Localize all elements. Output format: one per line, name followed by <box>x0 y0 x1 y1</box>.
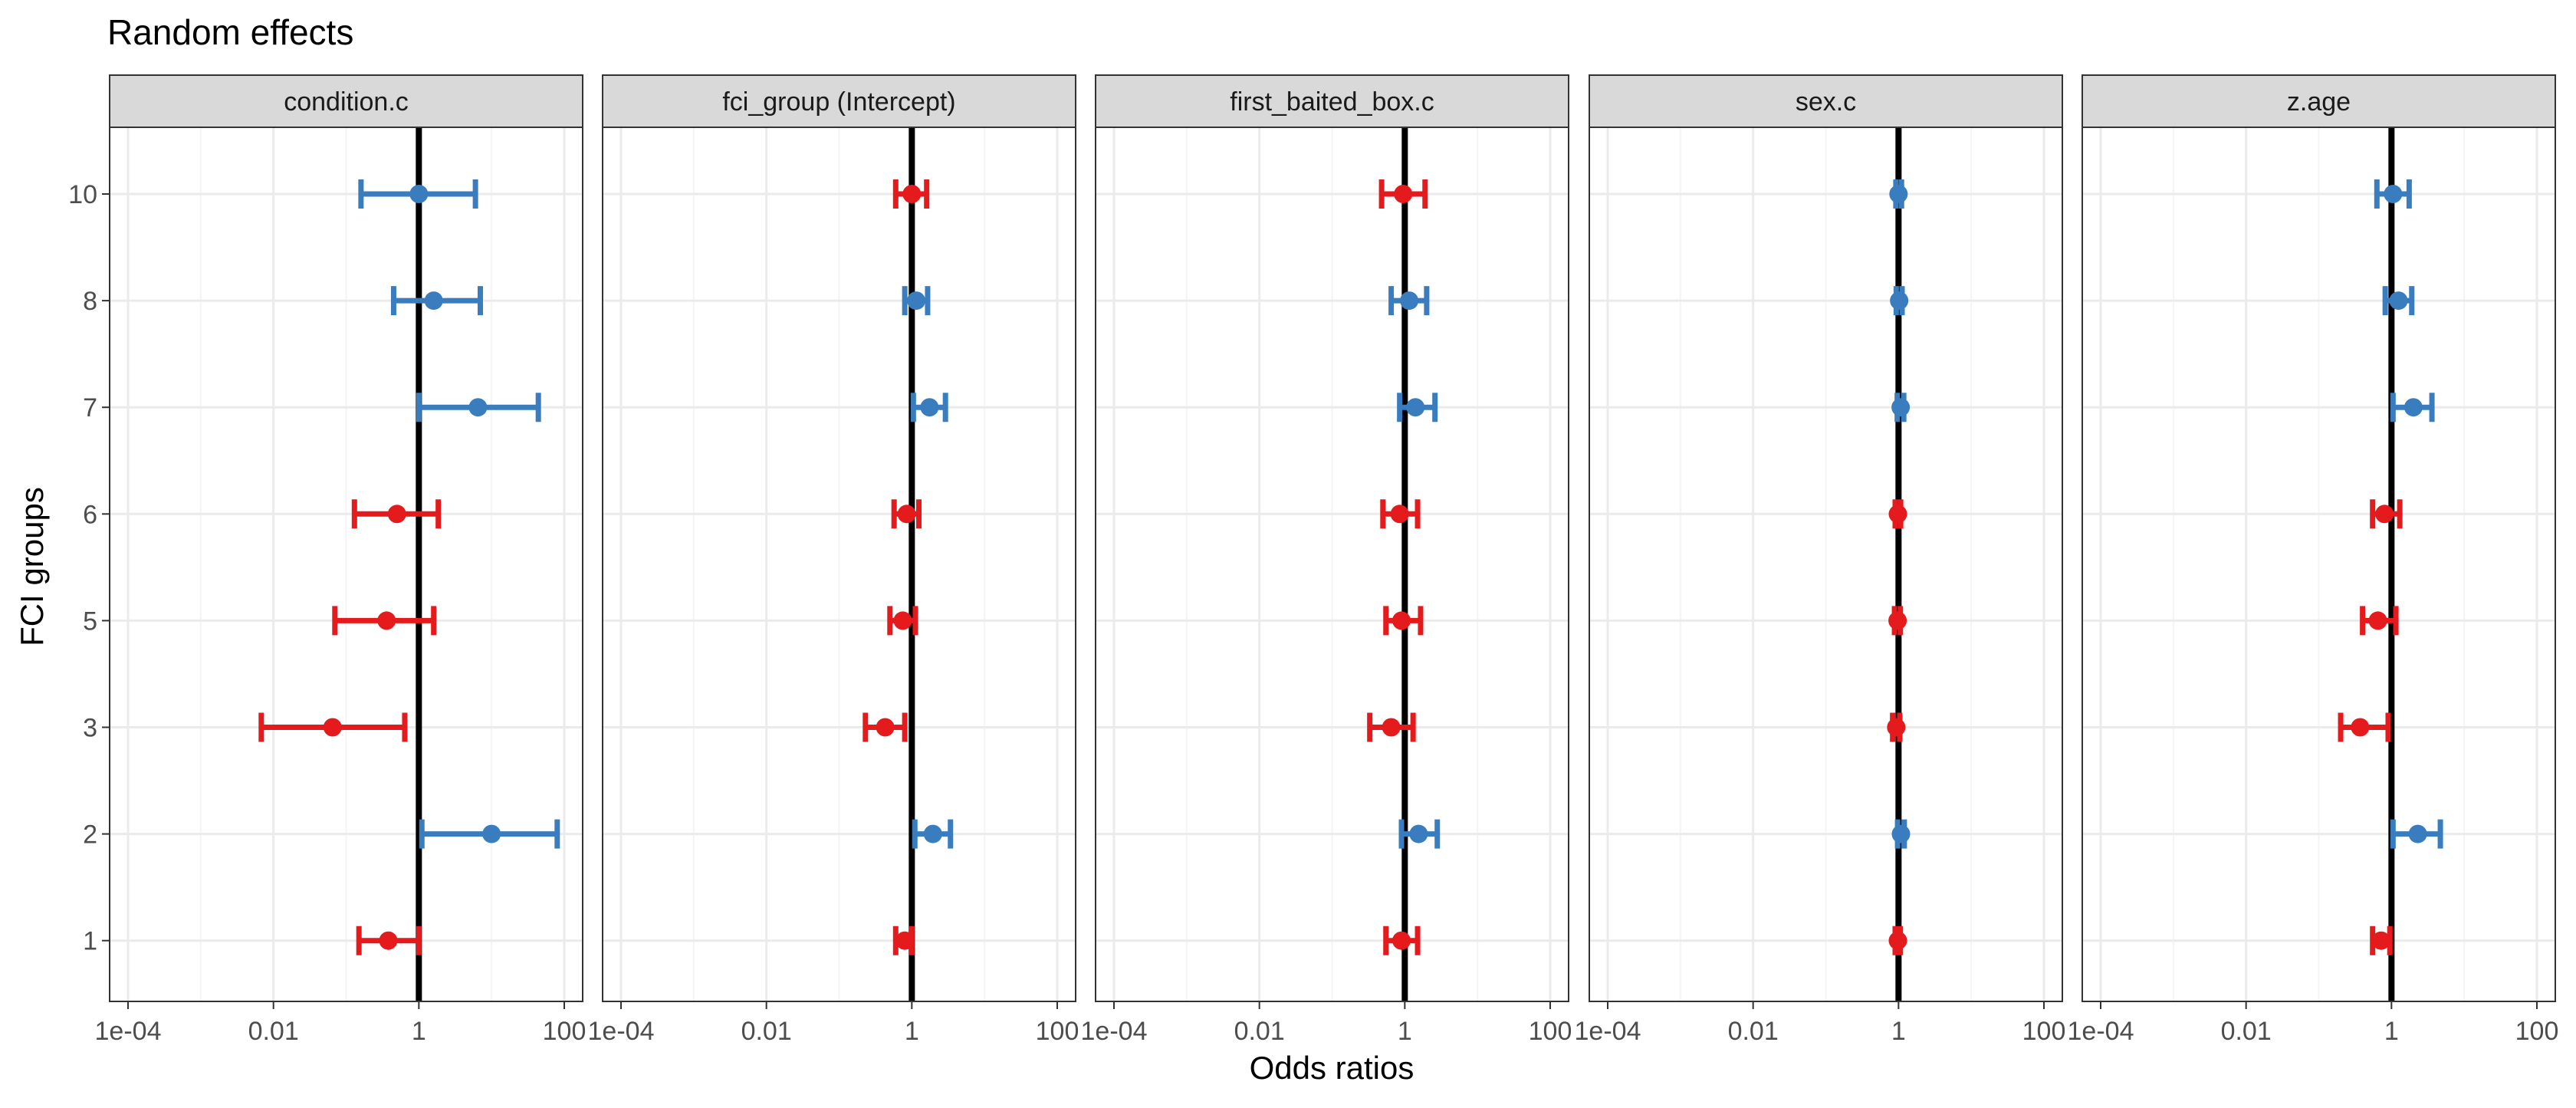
x-tick-label: 100 <box>2515 1017 2559 1046</box>
odds-ratio-point <box>1392 611 1411 630</box>
odds-ratio-point <box>2368 611 2387 630</box>
y-tick-label-6: 6 <box>83 500 97 529</box>
y-tick-label-7: 7 <box>83 393 97 422</box>
y-axis-label: FCI groups <box>14 487 50 646</box>
x-tick-label: 1 <box>905 1017 919 1046</box>
odds-ratio-point <box>482 824 501 843</box>
x-tick-label: 1 <box>1891 1017 1906 1046</box>
x-tick-label: 0.01 <box>1234 1017 1285 1046</box>
facet-strip-label: sex.c <box>1796 87 1856 117</box>
odds-ratio-point <box>893 611 912 630</box>
odds-ratio-point <box>424 291 443 311</box>
y-tick-label-3: 3 <box>83 714 97 743</box>
x-tick-label: 1 <box>412 1017 426 1046</box>
facet-strip <box>1589 74 2063 128</box>
facet-strip-label: condition.c <box>284 87 409 117</box>
odds-ratio-point <box>2351 718 2370 737</box>
odds-ratio-point <box>323 718 342 737</box>
facet-panel-2: fci_group (Intercept) 1e-04 0.01 1 100 <box>588 74 1079 1046</box>
odds-ratio-point <box>379 931 398 950</box>
y-tick-label-1: 1 <box>83 927 97 956</box>
panel-border <box>109 127 583 1002</box>
odds-ratio-point <box>2389 291 2408 311</box>
facet-panel-4: sex.c 1e-04 0.01 1 100 <box>1575 74 2066 1046</box>
odds-ratio-point <box>876 718 895 737</box>
odds-ratio-point <box>1889 185 1908 203</box>
odds-ratio-point <box>1400 291 1419 311</box>
x-axis-label: Odds ratios <box>1250 1050 1414 1086</box>
facet-panel-1: condition.c 1e-04 0.01 1 100 <box>95 74 586 1046</box>
odds-ratio-point <box>2371 931 2390 950</box>
facet-strip-label: first_baited_box.c <box>1230 87 1434 117</box>
odds-ratio-point <box>1890 291 1909 311</box>
y-tick-label-2: 2 <box>83 820 97 850</box>
facet-strip <box>109 74 583 128</box>
facet-strip-label: z.age <box>2287 87 2351 117</box>
y-tick-label-10: 10 <box>68 180 97 209</box>
x-tick-label: 0.01 <box>248 1017 299 1046</box>
odds-ratio-point <box>923 824 942 843</box>
x-tick-label: 0.01 <box>741 1017 792 1046</box>
odds-ratio-point <box>2404 398 2423 417</box>
odds-ratio-point <box>387 505 406 524</box>
odds-ratio-point <box>920 398 939 417</box>
odds-ratio-point <box>1888 505 1907 524</box>
y-tick-label-8: 8 <box>83 287 97 316</box>
panel-border <box>1589 127 2063 1002</box>
facet-panel-5: z.age 1e-04 0.01 1 100 <box>2068 74 2559 1046</box>
x-tick-label: 100 <box>2022 1017 2066 1046</box>
x-tick-label: 0.01 <box>2221 1017 2272 1046</box>
odds-ratio-point <box>377 611 396 630</box>
odds-ratio-point <box>468 398 488 417</box>
x-tick-label: 100 <box>1036 1017 1079 1046</box>
x-tick-label: 1e-04 <box>95 1017 162 1046</box>
odds-ratio-point <box>895 931 915 950</box>
odds-ratio-point <box>2408 824 2427 843</box>
chart-title: Random effects <box>107 12 353 52</box>
odds-ratio-point <box>902 185 922 203</box>
x-tick-label: 1 <box>2384 1017 2399 1046</box>
odds-ratio-point <box>1406 398 1425 417</box>
odds-ratio-point <box>2375 505 2394 524</box>
y-tick-label-5: 5 <box>83 607 97 636</box>
facet-strip-label: fci_group (Intercept) <box>722 87 955 117</box>
x-tick-label: 1e-04 <box>2068 1017 2134 1046</box>
y-axis: 10 8 7 6 5 3 2 1 <box>68 180 110 956</box>
odds-ratio-point <box>409 185 429 203</box>
odds-ratio-point <box>1409 824 1428 843</box>
x-tick-label: 100 <box>1529 1017 1572 1046</box>
x-tick-label: 1e-04 <box>588 1017 655 1046</box>
panel-border <box>602 127 1076 1002</box>
x-tick-label: 100 <box>543 1017 586 1046</box>
odds-ratio-point <box>1888 611 1907 630</box>
odds-ratio-point <box>1891 398 1911 417</box>
panel-border <box>1095 127 1569 1002</box>
odds-ratio-point <box>1887 718 1906 737</box>
odds-ratio-point <box>907 291 926 311</box>
x-tick-label: 1e-04 <box>1575 1017 1641 1046</box>
x-tick-label: 1e-04 <box>1081 1017 1148 1046</box>
odds-ratio-point <box>1891 824 1911 843</box>
odds-ratio-point <box>1390 505 1409 524</box>
odds-ratio-point <box>1394 185 1413 203</box>
x-tick-label: 0.01 <box>1728 1017 1779 1046</box>
x-tick-label: 1 <box>1398 1017 1412 1046</box>
odds-ratio-point <box>1888 931 1907 950</box>
facet-panel-3: first_baited_box.c 1e-04 0.01 1 100 <box>1081 74 1572 1046</box>
panel-border <box>2082 127 2556 1002</box>
facet-strip <box>602 74 1076 128</box>
odds-ratio-point <box>2384 185 2403 203</box>
odds-ratio-point <box>1392 931 1411 950</box>
odds-ratio-point <box>1382 718 1401 737</box>
odds-ratio-point <box>897 505 916 524</box>
